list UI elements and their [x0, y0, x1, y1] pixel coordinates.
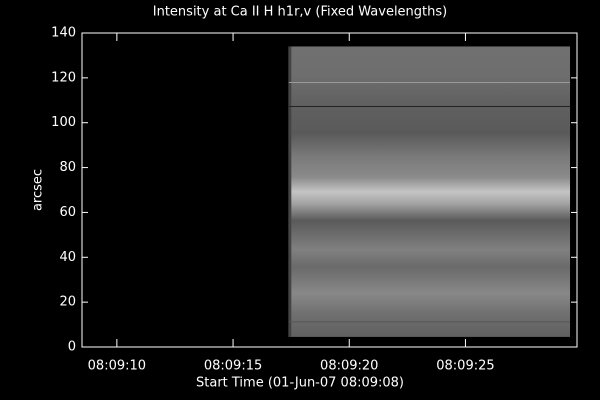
y-tick-label: 120: [51, 70, 76, 85]
y-axis-label: arcsec: [31, 169, 46, 211]
plot-frame: [81, 32, 578, 348]
image-layer: [288, 46, 571, 337]
x-tick-label: 08:09:10: [88, 359, 146, 374]
y-tick-label: 0: [68, 340, 76, 355]
y-tick-label: 100: [51, 115, 76, 130]
x-tick-label: 08:09:15: [204, 359, 262, 374]
y-tick-label: 60: [59, 205, 76, 220]
chart-title: Intensity at Ca II H h1r,v (Fixed Wavele…: [153, 5, 447, 20]
y-tick-label: 40: [59, 250, 76, 265]
y-tick-label: 80: [59, 160, 76, 175]
intensity-image: [288, 46, 571, 337]
y-tick-label: 20: [59, 295, 76, 310]
x-tick-label: 08:09:25: [436, 359, 494, 374]
x-axis-label: Start Time (01-Jun-07 08:09:08): [196, 376, 404, 391]
x-tick-label: 08:09:20: [320, 359, 378, 374]
y-tick-label: 140: [51, 26, 76, 41]
